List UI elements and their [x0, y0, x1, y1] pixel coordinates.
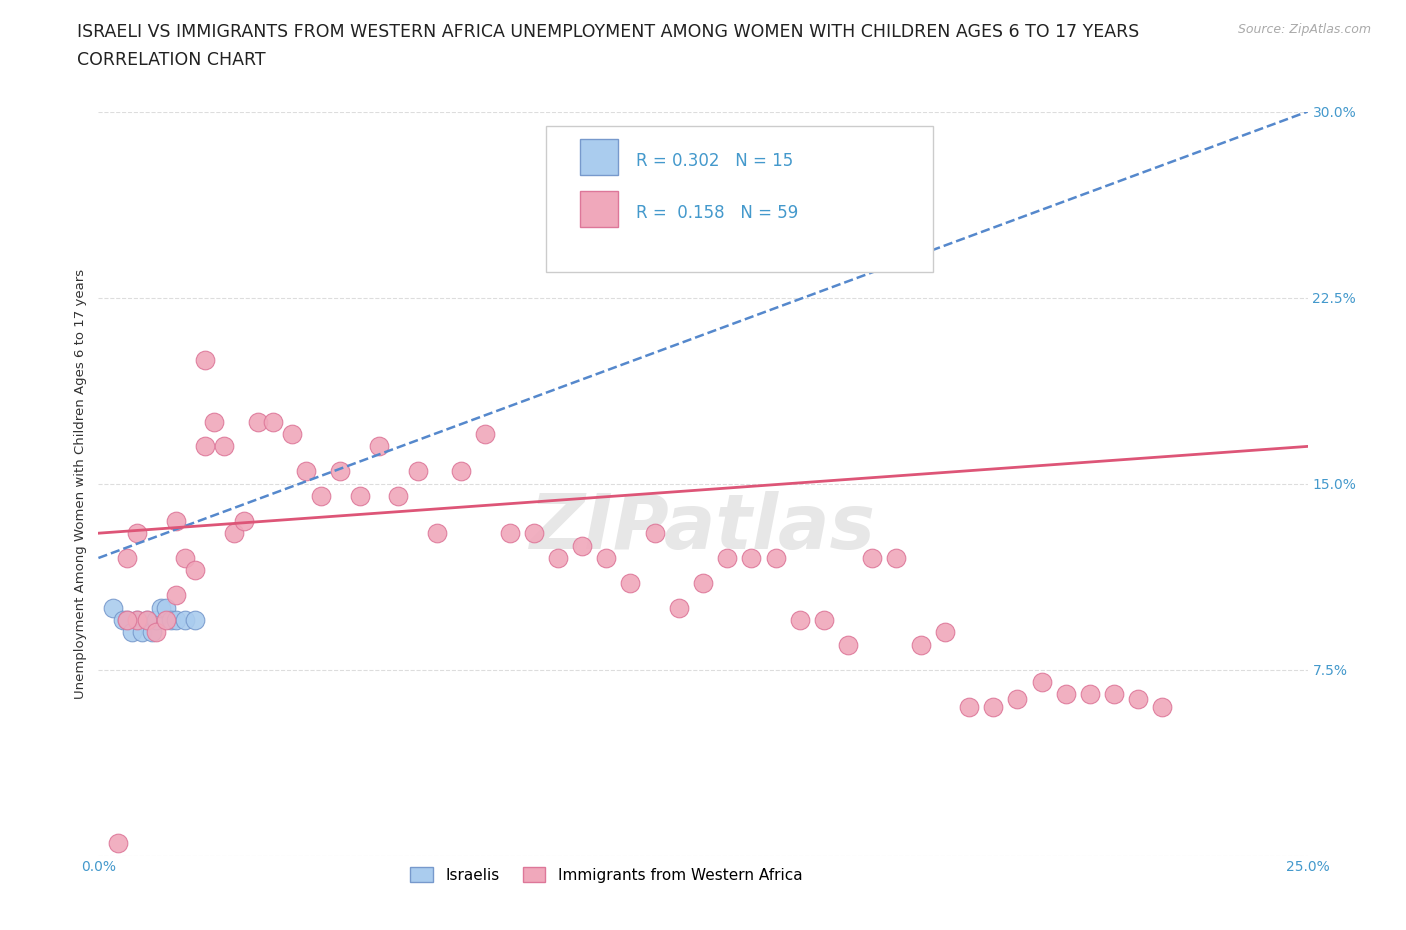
Text: ISRAELI VS IMMIGRANTS FROM WESTERN AFRICA UNEMPLOYMENT AMONG WOMEN WITH CHILDREN: ISRAELI VS IMMIGRANTS FROM WESTERN AFRIC… — [77, 23, 1140, 41]
Point — [619, 576, 641, 591]
Point — [111, 613, 134, 628]
Point — [349, 488, 371, 503]
Point — [692, 576, 714, 591]
Point — [141, 625, 163, 640]
Point — [498, 525, 520, 540]
Text: Source: ZipAtlas.com: Source: ZipAtlas.com — [1237, 23, 1371, 36]
Point — [155, 613, 177, 628]
Point — [194, 439, 217, 454]
Point — [1054, 687, 1077, 702]
Point — [716, 551, 738, 565]
Point — [184, 613, 207, 628]
Point — [813, 613, 835, 628]
Text: R =  0.158   N = 59: R = 0.158 N = 59 — [637, 204, 799, 221]
Point — [329, 464, 352, 479]
Point — [1102, 687, 1125, 702]
Point — [860, 551, 883, 565]
Point — [101, 600, 124, 615]
Point — [145, 613, 167, 628]
Text: ZIPatlas: ZIPatlas — [530, 491, 876, 565]
Point — [309, 488, 332, 503]
FancyBboxPatch shape — [579, 139, 619, 175]
Point — [204, 414, 226, 429]
Point — [368, 439, 391, 454]
Point — [135, 613, 157, 628]
Point — [1152, 699, 1174, 714]
Point — [837, 637, 859, 652]
Point — [910, 637, 932, 652]
Point — [194, 352, 217, 367]
Point — [262, 414, 284, 429]
Point — [789, 613, 811, 628]
Text: CORRELATION CHART: CORRELATION CHART — [77, 51, 266, 69]
Point — [165, 513, 187, 528]
Point — [117, 613, 139, 628]
Point — [644, 525, 666, 540]
Point — [765, 551, 787, 565]
Point — [595, 551, 617, 565]
Point — [174, 551, 197, 565]
Point — [740, 551, 762, 565]
FancyBboxPatch shape — [546, 126, 932, 272]
Point — [135, 613, 157, 628]
Point — [547, 551, 569, 565]
Point — [127, 613, 149, 628]
Point — [127, 525, 149, 540]
Point — [295, 464, 318, 479]
Point — [160, 613, 183, 628]
Point — [281, 427, 304, 442]
Point — [523, 525, 546, 540]
Point — [184, 563, 207, 578]
Point — [886, 551, 908, 565]
Legend: Israelis, Immigrants from Western Africa: Israelis, Immigrants from Western Africa — [404, 860, 808, 889]
Point — [117, 551, 139, 565]
Point — [165, 613, 187, 628]
Text: R = 0.302   N = 15: R = 0.302 N = 15 — [637, 152, 794, 169]
Point — [174, 613, 197, 628]
Point — [934, 625, 956, 640]
Point — [212, 439, 235, 454]
Point — [165, 588, 187, 603]
Point — [474, 427, 496, 442]
Point — [247, 414, 270, 429]
Point — [107, 836, 129, 851]
Point — [131, 625, 153, 640]
Point — [1078, 687, 1101, 702]
Point — [387, 488, 409, 503]
Point — [406, 464, 429, 479]
Point — [957, 699, 980, 714]
Point — [155, 600, 177, 615]
Point — [981, 699, 1004, 714]
Point — [121, 625, 143, 640]
Y-axis label: Unemployment Among Women with Children Ages 6 to 17 years: Unemployment Among Women with Children A… — [75, 269, 87, 698]
Point — [127, 613, 149, 628]
Point — [668, 600, 690, 615]
Point — [222, 525, 245, 540]
Point — [150, 600, 173, 615]
Point — [145, 625, 167, 640]
Point — [117, 613, 139, 628]
Point — [571, 538, 593, 553]
Point — [1031, 674, 1053, 689]
Point — [426, 525, 449, 540]
FancyBboxPatch shape — [579, 191, 619, 227]
Point — [450, 464, 472, 479]
Point — [232, 513, 254, 528]
Point — [1128, 692, 1150, 707]
Point — [1007, 692, 1029, 707]
